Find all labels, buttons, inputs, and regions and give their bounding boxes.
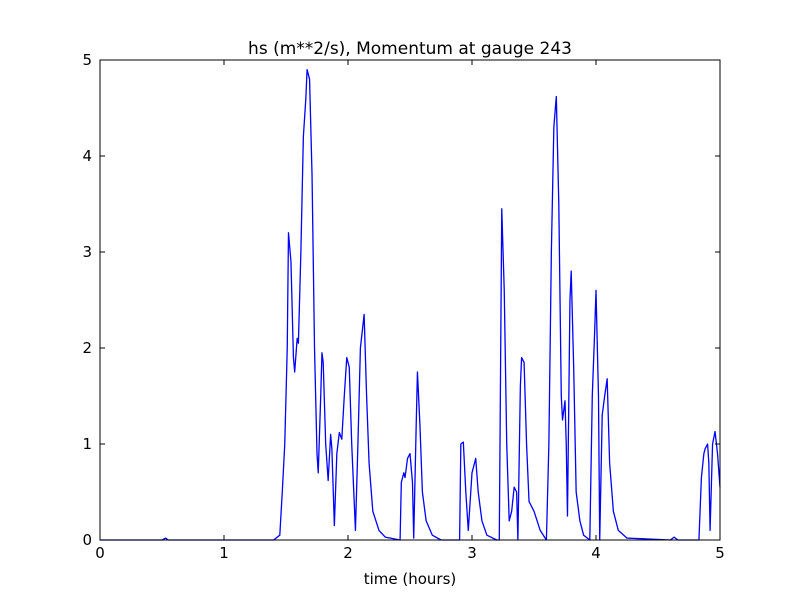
y-tick-label: 4 (82, 147, 92, 165)
y-tick-label: 3 (82, 243, 92, 261)
y-tick-label: 2 (82, 339, 92, 357)
plot-area-frame (99, 59, 721, 541)
x-tick-label: 4 (591, 544, 601, 562)
x-axis-label: time (hours) (364, 570, 457, 588)
series-line (100, 68, 721, 541)
x-tick-label: 2 (343, 544, 353, 562)
y-tick-label: 0 (82, 531, 92, 549)
y-tick-label: 1 (82, 435, 92, 453)
y-tick-label: 5 (82, 51, 92, 69)
x-tick-label: 1 (219, 544, 229, 562)
x-tick-label: 0 (95, 544, 105, 562)
tick-labels: 0 1 2 3 4 5 0 1 2 3 4 5 (82, 51, 724, 562)
x-tick-label: 5 (715, 544, 725, 562)
x-tick-label: 3 (467, 544, 477, 562)
chart-title: hs (m**2/s), Momentum at gauge 243 (248, 39, 572, 59)
